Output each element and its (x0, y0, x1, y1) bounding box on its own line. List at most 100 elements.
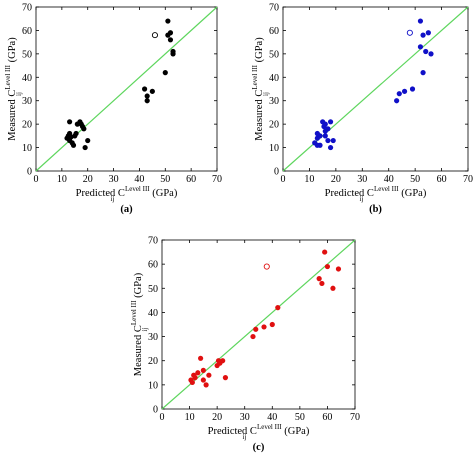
data-point (198, 355, 204, 361)
data-point (335, 266, 342, 272)
data-point (82, 144, 88, 151)
data-point (189, 379, 195, 386)
y-axis-label: Measured CLevel III (GPa) (130, 272, 144, 376)
y-axis-label: Measured CLevel III (GPa) (251, 37, 265, 141)
x-tick-label: 0 (281, 174, 286, 185)
data-point (322, 121, 328, 127)
y-tick-label: 60 (269, 26, 279, 37)
data-point (327, 119, 334, 125)
data-point (253, 326, 259, 332)
x-tick-label: 20 (331, 174, 341, 185)
data-point (200, 367, 206, 373)
y-tick-label: 40 (269, 73, 279, 84)
x-axis-label-sub: ij (360, 195, 364, 203)
plot-frame (161, 239, 356, 410)
x-tick-label: 50 (295, 412, 305, 423)
data-point (144, 98, 150, 104)
data-point (420, 70, 426, 76)
data-point (394, 98, 400, 104)
data-point (144, 93, 150, 99)
x-tick-label: 0 (34, 174, 39, 185)
data-point (142, 86, 148, 92)
data-point (203, 382, 209, 388)
x-tick-label: 10 (57, 174, 67, 185)
data-point (324, 263, 331, 270)
x-axis-label: Predicted CLevel III (GPa) (325, 185, 427, 199)
y-tick-label: 70 (148, 236, 158, 247)
x-tick-label: 70 (463, 174, 473, 185)
y-tick-label: 0 (153, 405, 158, 416)
x-tick-label: 50 (410, 174, 420, 185)
data-point (85, 137, 91, 144)
panel-b: 0 10 20 30 40 50 60 70 0 10 20 30 40 50 60 70 Predicted … (251, 3, 473, 216)
data-point (423, 48, 429, 55)
y-tick-label: 70 (22, 3, 32, 14)
panel-a: 0 10 20 30 40 50 60 70 0 10 20 30 40 50 60 70 Predicted … (4, 3, 222, 216)
y-tick-label: 20 (22, 120, 32, 131)
data-point (200, 377, 206, 383)
data-point (316, 276, 322, 282)
x-tick-label: 40 (267, 412, 277, 423)
x-tick-label: 30 (109, 174, 119, 185)
data-point (401, 88, 408, 94)
data-point (167, 30, 174, 36)
data-point (67, 119, 73, 125)
x-axis-label-sub: ij (111, 195, 115, 203)
x-tick-label: 60 (186, 174, 196, 185)
x-tick-label: 40 (134, 174, 144, 185)
y-tick-label: 60 (148, 260, 158, 271)
y-tick-label: 30 (269, 96, 279, 107)
y-tick-label: 10 (148, 380, 158, 391)
x-axis-label-sub: ij (243, 433, 247, 441)
y-tick-label: 50 (22, 49, 32, 60)
y-tick-label: 10 (22, 143, 32, 154)
data-point (396, 91, 402, 97)
y-tick-label: 50 (269, 49, 279, 60)
x-tick-label: 70 (350, 412, 360, 423)
panel-label: (a) (120, 204, 133, 215)
outlier-point (151, 32, 158, 39)
data-point (417, 18, 424, 24)
y-axis-label-sub: ij (262, 92, 270, 96)
x-tick-label: 10 (304, 174, 314, 185)
x-tick-label: 50 (160, 174, 170, 185)
data-point (149, 88, 155, 94)
y-axis-label-sub: ij (141, 328, 149, 332)
x-tick-label: 20 (83, 174, 93, 185)
x-tick-label: 60 (437, 174, 447, 185)
y-axis-label-group: Measured CLevel III (GPa)ij (4, 37, 23, 141)
data-point (195, 370, 201, 376)
data-point (220, 358, 226, 364)
data-point (314, 142, 320, 148)
identity-line (282, 6, 469, 172)
y-axis-label: Measured CLevel III (GPa) (4, 37, 18, 141)
data-point (325, 137, 331, 144)
outlier-point (263, 263, 270, 270)
data-point (206, 372, 212, 378)
data-point (81, 126, 87, 132)
y-tick-label: 0 (27, 167, 32, 178)
x-tick-label: 30 (240, 412, 250, 423)
y-axis-label-group: Measured CLevel III (GPa)ij (251, 37, 270, 141)
identity-line (35, 6, 218, 172)
data-point (425, 30, 431, 36)
y-tick-label: 20 (269, 120, 279, 131)
y-axis-label-group: Measured CLevel III (GPa)ij (130, 272, 149, 376)
y-tick-label: 10 (269, 143, 279, 154)
data-point (317, 133, 323, 139)
data-point (167, 37, 174, 43)
x-tick-label: 70 (212, 174, 222, 185)
x-tick-label: 10 (185, 412, 195, 423)
y-tick-label: 40 (22, 73, 32, 84)
data-point (165, 18, 171, 24)
y-tick-label: 50 (148, 284, 158, 295)
data-point (250, 333, 256, 340)
data-point (322, 249, 328, 255)
panel-label: (c) (253, 442, 265, 453)
y-axis-label-sub: ij (15, 92, 23, 96)
data-point (420, 32, 426, 38)
y-tick-label: 0 (274, 167, 279, 178)
data-point (269, 321, 275, 328)
y-tick-label: 60 (22, 26, 32, 37)
data-point (322, 133, 328, 139)
